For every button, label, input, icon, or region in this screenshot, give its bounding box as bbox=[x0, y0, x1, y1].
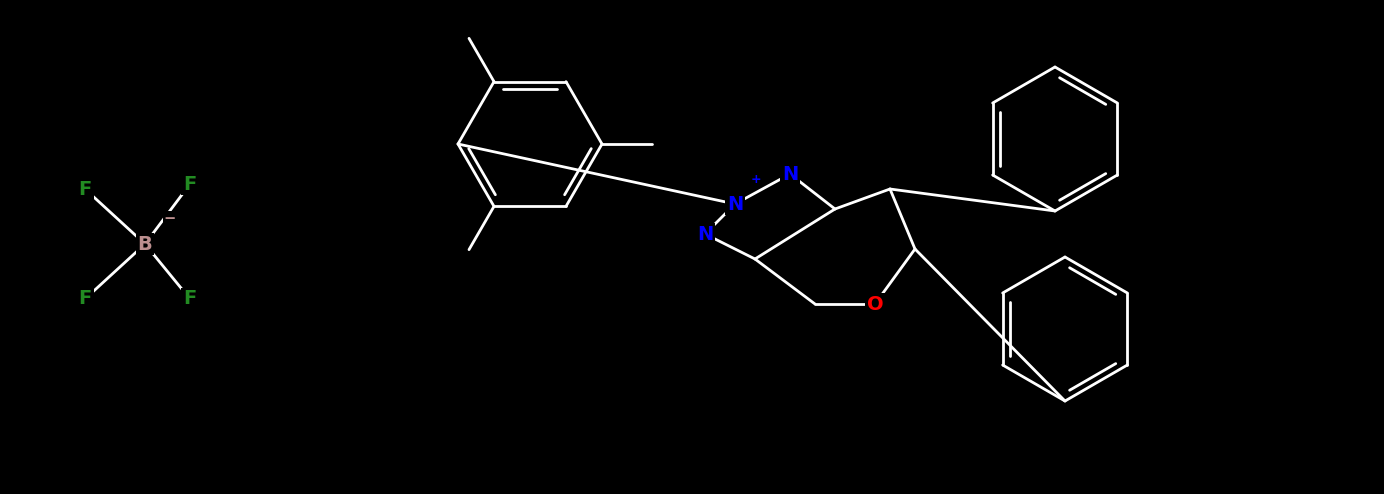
Text: −: − bbox=[163, 211, 176, 226]
Text: N: N bbox=[782, 165, 799, 183]
Text: F: F bbox=[79, 179, 91, 199]
Text: B: B bbox=[137, 235, 152, 253]
Text: F: F bbox=[183, 174, 197, 194]
Text: O: O bbox=[866, 294, 883, 314]
Text: +: + bbox=[752, 173, 761, 186]
Text: F: F bbox=[183, 289, 197, 308]
Text: N: N bbox=[727, 195, 743, 213]
Text: F: F bbox=[79, 289, 91, 308]
Text: N: N bbox=[698, 224, 713, 244]
